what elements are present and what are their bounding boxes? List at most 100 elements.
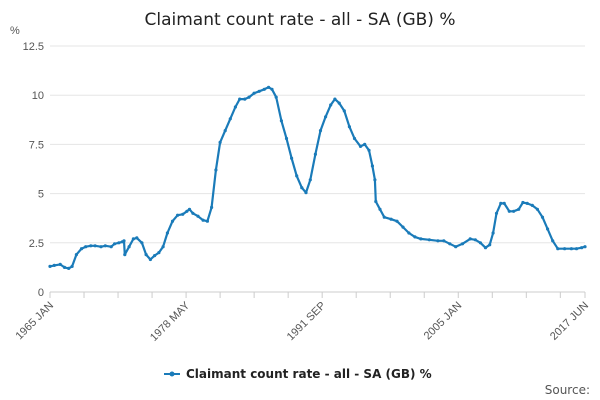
data-point [161, 245, 165, 249]
data-point [502, 201, 506, 205]
data-point [473, 238, 477, 242]
data-point [127, 245, 131, 249]
data-point [525, 201, 529, 205]
data-point [218, 140, 222, 144]
data-point [460, 242, 465, 246]
data-point [530, 203, 534, 207]
data-point [367, 148, 371, 152]
data-point [274, 95, 278, 99]
x-tick-label: 2005 JAN [422, 300, 465, 343]
data-point [84, 245, 88, 249]
data-point [284, 136, 289, 141]
data-point [153, 254, 157, 258]
data-point [176, 213, 180, 217]
data-point [494, 211, 499, 215]
data-point [117, 241, 121, 245]
data-point [382, 215, 386, 219]
data-point [89, 244, 93, 248]
data-point [79, 247, 84, 251]
data-point [337, 101, 341, 105]
data-point [205, 219, 209, 223]
data-point [279, 119, 283, 123]
data-point [144, 253, 148, 257]
data-point [140, 241, 144, 245]
data-point [252, 91, 256, 95]
data-point [517, 207, 521, 211]
data-point [551, 239, 555, 243]
data-point [238, 97, 242, 101]
data-point [468, 237, 472, 241]
data-point [419, 237, 423, 241]
data-point [569, 247, 574, 251]
data-point [93, 244, 97, 248]
data-point [300, 186, 304, 190]
data-point [233, 105, 237, 109]
data-point [395, 219, 399, 223]
x-tick-label: 1965 JAN [13, 300, 56, 343]
data-point [214, 168, 218, 172]
data-point [374, 199, 378, 204]
data-point [318, 129, 323, 133]
data-point [329, 103, 333, 107]
data-point [478, 241, 482, 245]
data-point [196, 214, 200, 218]
data-point [109, 245, 113, 249]
data-point [148, 257, 152, 262]
y-axis-unit: % [10, 25, 20, 37]
data-point [358, 144, 363, 148]
x-axis-ticks: 1965 JAN 1978 MAY 1991 SEP 2005 JAN 2017 JUN [13, 292, 591, 344]
data-point [511, 209, 516, 213]
data-point [308, 178, 312, 182]
data-point [499, 201, 503, 205]
series-line-0 [49, 86, 586, 270]
y-tick-label: 5 [38, 189, 44, 201]
data-point [521, 200, 525, 205]
data-point [563, 247, 567, 251]
data-point [103, 244, 107, 248]
data-point [210, 205, 214, 209]
data-point [201, 218, 205, 222]
y-tick-label: 12.5 [23, 41, 44, 53]
data-point [580, 246, 584, 250]
data-point [442, 239, 446, 243]
chart-title: Claimant count rate - all - SA (GB) % [145, 10, 456, 30]
data-point [324, 115, 328, 119]
data-point [191, 211, 195, 215]
data-point [448, 242, 452, 246]
data-point [131, 237, 135, 241]
data-point [99, 245, 103, 249]
y-tick-label: 10 [32, 90, 44, 102]
data-point [304, 191, 308, 195]
data-point [436, 239, 440, 243]
data-point [113, 242, 117, 246]
legend[interactable]: Claimant count rate - all - SA (GB) % [164, 367, 432, 381]
data-point [342, 109, 346, 113]
y-axis-tick-labels: 0 2.5 5 7.5 10 12.5 [23, 41, 44, 299]
data-point [58, 262, 62, 266]
data-point [427, 238, 431, 242]
data-point [48, 264, 52, 268]
data-point [74, 253, 78, 257]
data-point [347, 125, 351, 129]
data-point [546, 227, 550, 231]
source-label: Source: [545, 383, 590, 397]
data-point [413, 235, 417, 239]
data-point [401, 225, 405, 229]
y-tick-label: 0 [38, 287, 44, 299]
data-point [535, 207, 540, 211]
data-point [574, 247, 579, 251]
data-point [70, 264, 74, 268]
data-point [62, 265, 67, 269]
data-point [52, 263, 56, 267]
y-tick-label: 7.5 [29, 139, 44, 151]
x-tick-label: 1978 MAY [148, 299, 193, 344]
data-point [407, 231, 411, 235]
data-point [540, 215, 545, 219]
series-group [48, 85, 587, 270]
data-point [123, 253, 127, 257]
data-point [185, 209, 189, 213]
data-point [373, 178, 377, 182]
data-point [257, 89, 261, 93]
data-point [165, 231, 169, 235]
